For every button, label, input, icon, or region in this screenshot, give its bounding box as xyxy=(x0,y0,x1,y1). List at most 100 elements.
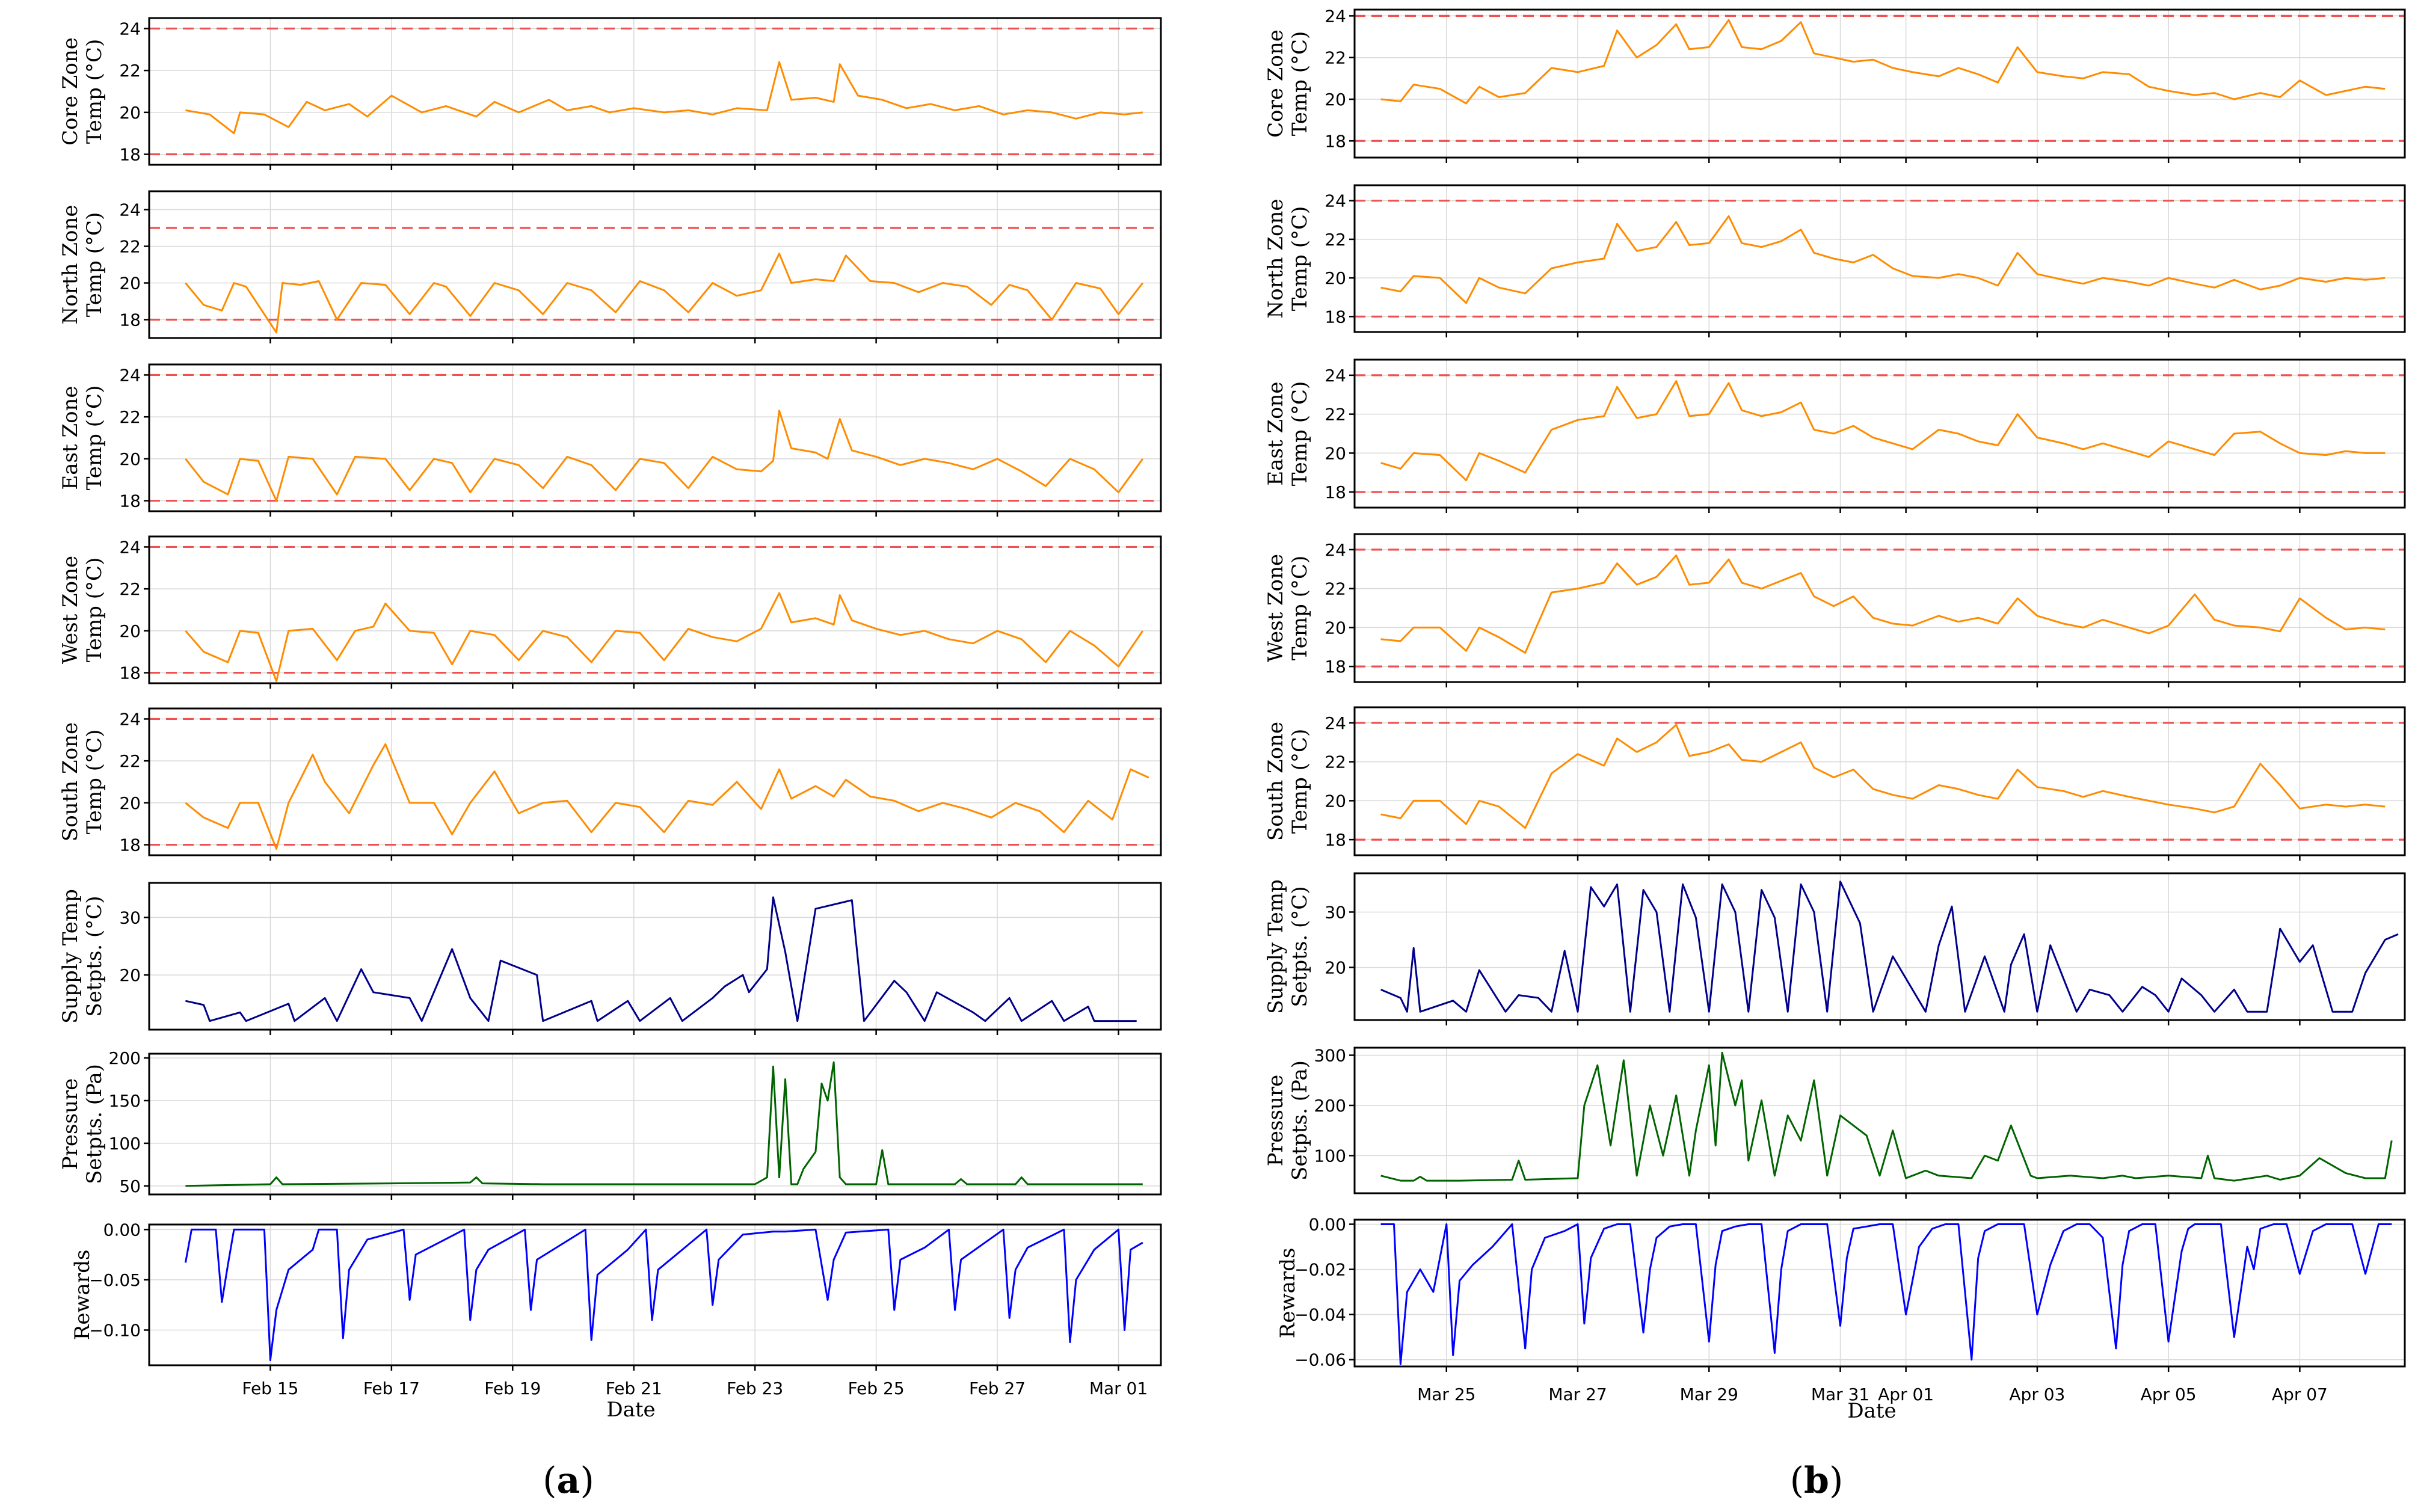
y-axis-label-line: West Zone xyxy=(58,556,82,664)
y-axis-label: Pressure Setpts. (Pa) xyxy=(1264,1060,1312,1181)
y-axis-label-line: Temp (°C) xyxy=(82,558,106,663)
y-tick-label: 24 xyxy=(1324,540,1346,560)
y-axis-label-line: Temp (°C) xyxy=(1288,31,1312,137)
y-tick-label: 100 xyxy=(109,1134,141,1154)
y-tick-label: −0.06 xyxy=(1294,1350,1346,1370)
y-axis-label-line: Supply Temp xyxy=(58,889,82,1024)
y-axis-label-line: Rewards xyxy=(70,1250,94,1341)
y-axis-label: Supply Temp Setpts. (°C) xyxy=(1264,879,1312,1014)
y-axis-label: Pressure Setpts. (Pa) xyxy=(58,1064,106,1184)
x-tick-label: Feb 23 xyxy=(727,1378,783,1398)
x-tick-label: Feb 15 xyxy=(242,1378,298,1398)
y-tick-label: 24 xyxy=(119,709,141,729)
y-tick-label: 18 xyxy=(119,491,141,511)
axes-frame xyxy=(148,707,1162,856)
y-axis-label-line: South Zone xyxy=(1264,722,1288,841)
y-tick-label: 18 xyxy=(119,145,141,165)
axes-frame xyxy=(148,190,1162,339)
panel-b-rewards: −0.06 −0.04 −0.02 0.00 Rewards xyxy=(1276,1215,2406,1372)
y-axis-label: South Zone Temp (°C) xyxy=(58,722,106,841)
y-tick-label: 22 xyxy=(119,751,141,771)
y-axis-label-line: Rewards xyxy=(1276,1248,1300,1339)
y-axis-label-line: Core Zone xyxy=(58,37,82,146)
y-axis-label-line: Supply Temp xyxy=(1264,879,1288,1014)
panel-a-north: 18 20 22 24 North Zone Temp (°C) xyxy=(58,190,1162,343)
y-axis-label-line: North Zone xyxy=(1264,199,1288,319)
axes-frame xyxy=(148,882,1162,1031)
panel-a-east: 18 20 22 24 East Zone Temp (°C) xyxy=(58,363,1162,517)
series-line-north xyxy=(185,253,1143,334)
y-tick-label: 150 xyxy=(109,1091,141,1111)
y-axis-label-line: Temp (°C) xyxy=(82,212,106,318)
axes-frame xyxy=(1353,872,2406,1021)
y-axis-label-line: North Zone xyxy=(58,205,82,325)
panel-b-north: 18 20 22 24 North Zone Temp (°C) xyxy=(1264,184,2406,337)
y-tick-label: 24 xyxy=(119,537,141,557)
y-axis-label: East Zone Temp (°C) xyxy=(58,386,106,491)
y-tick-label: 18 xyxy=(119,835,141,855)
y-tick-label: 22 xyxy=(1324,405,1346,425)
y-tick-label: 20 xyxy=(119,621,141,641)
y-tick-label: 22 xyxy=(119,579,141,599)
x-tick-label: Feb 27 xyxy=(969,1378,1026,1398)
panel-b-west: 18 20 22 24 West Zone Temp (°C) xyxy=(1264,533,2406,687)
y-tick-label: 20 xyxy=(1324,443,1346,463)
y-tick-label: 22 xyxy=(119,237,141,257)
series-line-rewards xyxy=(1380,1223,2392,1365)
x-axis-label: Date xyxy=(1847,1399,1896,1423)
panel-a-west: 18 20 22 24 West Zone Temp (°C) xyxy=(58,535,1162,689)
y-axis-label: Core Zone Temp (°C) xyxy=(1264,29,1312,138)
caption-b: (b) xyxy=(1790,1460,1844,1502)
series-line-supply xyxy=(1380,880,2399,1013)
y-tick-label: 22 xyxy=(119,61,141,81)
x-tick-label: Mar 27 xyxy=(1548,1384,1607,1404)
series-line-north xyxy=(1380,215,2386,304)
y-tick-label: 20 xyxy=(119,449,141,469)
y-tick-label: 18 xyxy=(1324,131,1346,151)
series-line-west xyxy=(185,592,1144,682)
series-line-supply xyxy=(185,896,1137,1022)
x-tick-label: Mar 31 xyxy=(1811,1384,1869,1404)
y-tick-label: 0.00 xyxy=(103,1220,141,1240)
y-tick-label: 100 xyxy=(1314,1146,1346,1166)
y-tick-label: 20 xyxy=(119,103,141,123)
y-axis-label: East Zone Temp (°C) xyxy=(1264,381,1312,487)
y-tick-label: 24 xyxy=(119,19,141,38)
y-tick-label: 24 xyxy=(1324,713,1346,733)
y-tick-label: 18 xyxy=(1324,482,1346,502)
y-tick-label: 18 xyxy=(1324,830,1346,850)
axes-frame xyxy=(1353,1219,2406,1368)
chart-b: 18 20 22 24 Core Zone Temp (°C) 18202224North … xyxy=(1264,6,2406,1423)
y-axis-label-line: Temp (°C) xyxy=(1288,556,1312,661)
y-axis-label-line: Setpts. (Pa) xyxy=(1288,1060,1312,1181)
y-axis-label: Rewards xyxy=(1276,1248,1300,1339)
y-axis-label: West Zone Temp (°C) xyxy=(1264,554,1312,662)
y-axis-label: Supply Temp Setpts. (°C) xyxy=(58,889,106,1024)
x-tick-label: Apr 01 xyxy=(1878,1384,1934,1404)
series-line-core xyxy=(185,61,1143,135)
series-line-south xyxy=(1380,724,2386,829)
y-tick-label: 20 xyxy=(119,274,141,293)
y-tick-label: 24 xyxy=(1324,366,1346,386)
axes-frame xyxy=(1353,8,2406,159)
y-axis-label-line: Temp (°C) xyxy=(1288,381,1312,487)
y-axis-label: Core Zone Temp (°C) xyxy=(58,37,106,146)
y-tick-label: 20 xyxy=(1324,958,1346,978)
y-tick-label: 300 xyxy=(1314,1046,1346,1066)
y-axis-label-line: South Zone xyxy=(58,722,82,841)
axes-frame xyxy=(148,1053,1162,1196)
y-tick-label: 18 xyxy=(119,310,141,330)
x-tick-label: Feb 25 xyxy=(848,1378,905,1398)
y-tick-label: 24 xyxy=(119,200,141,220)
y-axis-label: North Zone Temp (°C) xyxy=(58,205,106,325)
caption-a: (a) xyxy=(543,1460,594,1502)
y-axis-label-line: East Zone xyxy=(1264,381,1288,485)
y-tick-label: 50 xyxy=(119,1176,141,1196)
y-axis-label-line: Temp (°C) xyxy=(82,39,106,144)
y-tick-label: 20 xyxy=(1324,268,1346,288)
y-tick-label: 20 xyxy=(1324,791,1346,811)
